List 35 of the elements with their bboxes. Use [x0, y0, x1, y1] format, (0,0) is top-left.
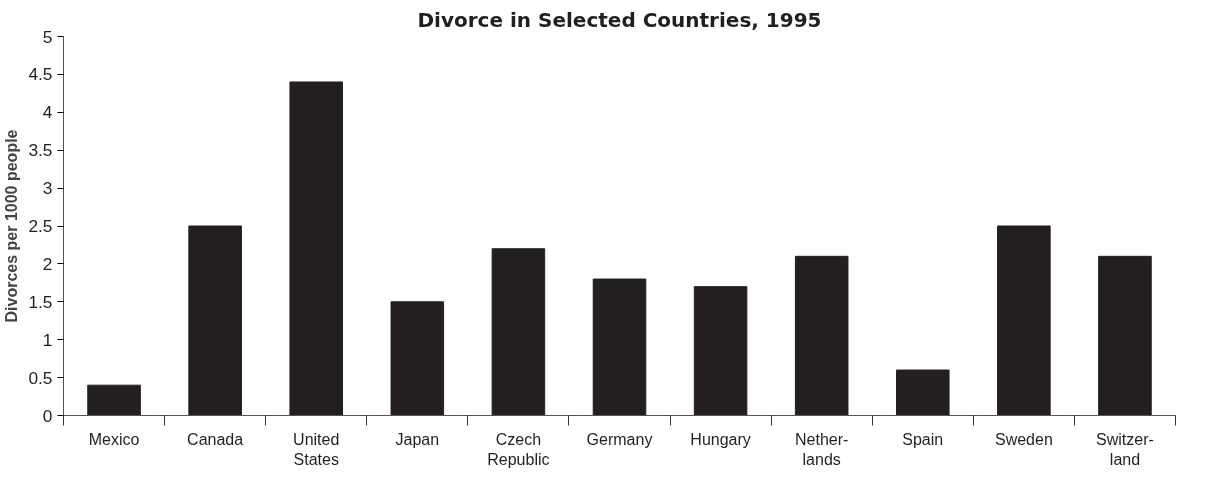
y-tick-label: 1.5 — [28, 291, 53, 312]
bar — [390, 301, 445, 416]
x-tick-label: Spain — [902, 430, 944, 448]
x-tick-label: Sweden — [994, 430, 1053, 448]
bar — [491, 248, 546, 416]
y-tick-label: 2 — [42, 253, 53, 274]
y-tick-label: 0 — [42, 405, 53, 426]
y-tick-label: 4.5 — [28, 64, 53, 85]
x-tick-label: Japan — [395, 430, 440, 448]
bar — [1098, 255, 1152, 416]
y-tick-label: 3.5 — [28, 140, 53, 161]
bar — [87, 384, 141, 416]
bar — [693, 286, 748, 416]
y-tick-label: 0.5 — [28, 367, 53, 388]
x-tick-label: Canada — [187, 430, 244, 448]
x-tick-label: Germany — [586, 430, 653, 448]
x-tick-label: United States — [293, 430, 340, 468]
y-tick-label: 1 — [42, 329, 53, 350]
y-tick-label: 2.5 — [28, 216, 53, 236]
y-tick-label: 3 — [42, 178, 53, 199]
x-tick-label: Switzer- land — [1096, 430, 1154, 468]
x-tick-label: Mexico — [88, 430, 140, 448]
y-tick-label: 4 — [42, 102, 53, 123]
x-tick-label: Czech Republic — [487, 430, 550, 468]
y-tick-label: 5 — [42, 26, 53, 47]
chart-title: Divorce in Selected Countries, 1995 — [417, 7, 822, 32]
y-axis-title: Divorces per 1000 people — [3, 129, 21, 323]
bar — [188, 225, 242, 416]
bar — [592, 278, 647, 416]
bar — [895, 369, 950, 416]
bar — [794, 255, 849, 416]
bar — [289, 81, 344, 416]
bar — [997, 225, 1051, 416]
x-tick-label: Hungary — [690, 430, 751, 448]
x-tick-label: Nether- lands — [795, 430, 849, 468]
